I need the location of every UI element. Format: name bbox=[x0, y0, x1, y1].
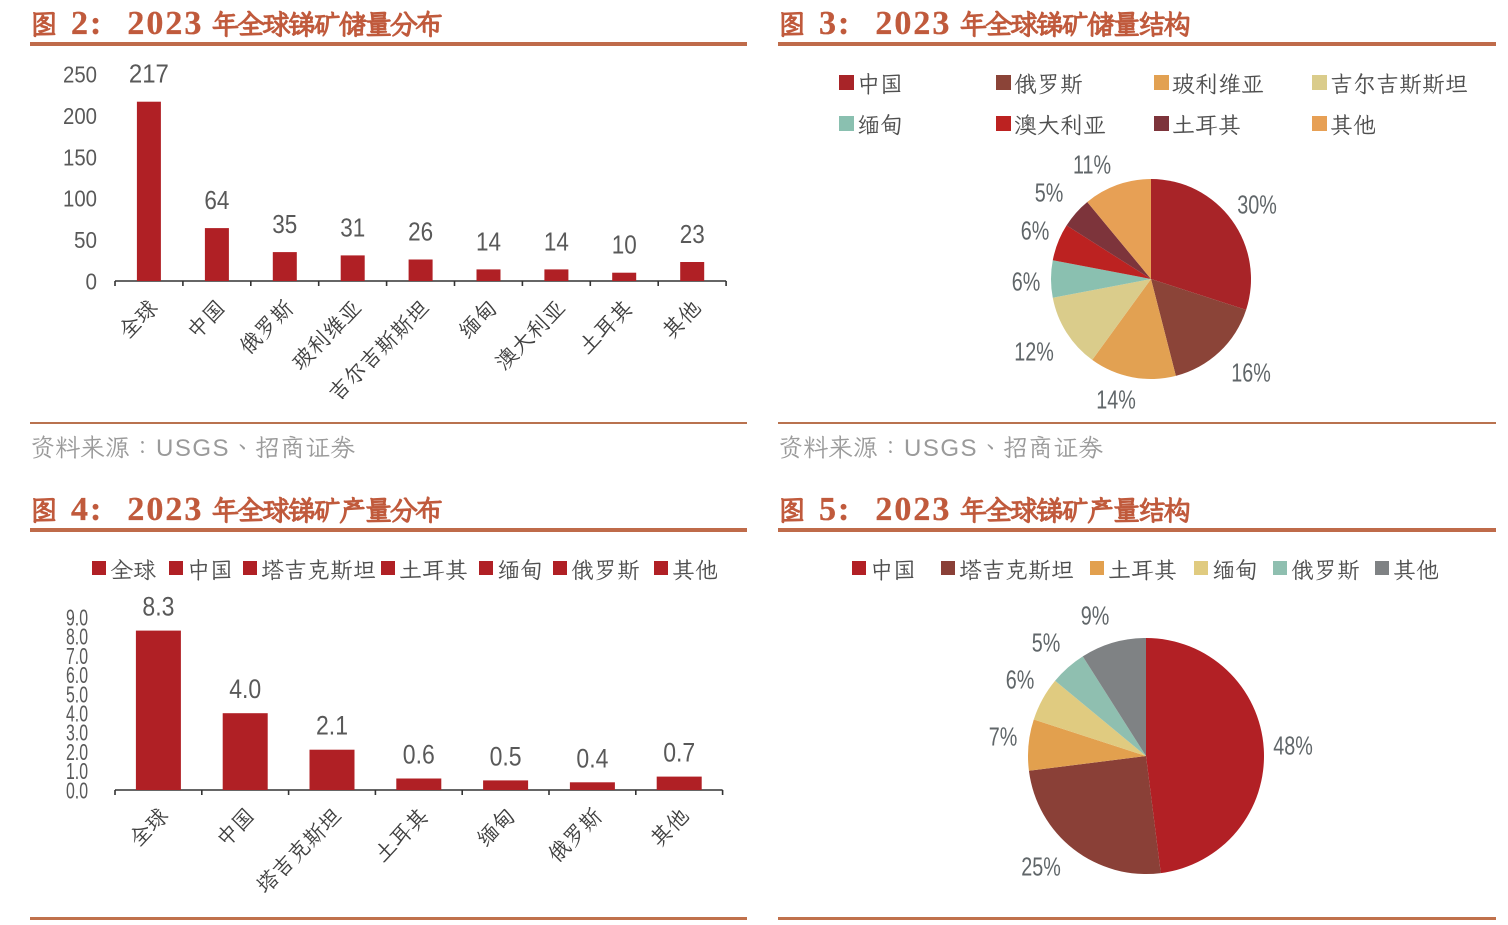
svg-text:2.0: 2.0 bbox=[66, 739, 88, 765]
svg-text:5.0: 5.0 bbox=[66, 681, 88, 707]
svg-text:26: 26 bbox=[408, 217, 433, 247]
svg-text:4.0: 4.0 bbox=[66, 701, 88, 727]
svg-text:0.0: 0.0 bbox=[66, 777, 88, 803]
svg-text:土耳其: 土耳其 bbox=[368, 801, 435, 868]
svg-text:1.0: 1.0 bbox=[66, 758, 88, 784]
svg-text:14: 14 bbox=[544, 226, 569, 256]
svg-text:150: 150 bbox=[63, 144, 97, 170]
svg-text:200: 200 bbox=[63, 103, 97, 129]
svg-text:全球: 全球 bbox=[123, 801, 175, 853]
svg-text:俄罗斯: 俄罗斯 bbox=[541, 801, 608, 868]
svg-text:澳大利亚: 澳大利亚 bbox=[489, 293, 572, 376]
svg-text:8.0: 8.0 bbox=[66, 624, 88, 650]
svg-text:217: 217 bbox=[129, 59, 169, 89]
svg-text:31: 31 bbox=[340, 212, 365, 242]
svg-text:9.0: 9.0 bbox=[66, 605, 88, 631]
svg-text:0.7: 0.7 bbox=[663, 738, 695, 768]
svg-text:其他: 其他 bbox=[644, 801, 696, 853]
svg-text:2.1: 2.1 bbox=[316, 711, 348, 741]
svg-text:50: 50 bbox=[74, 227, 97, 253]
svg-text:土耳其: 土耳其 bbox=[572, 293, 639, 360]
svg-text:23: 23 bbox=[680, 219, 705, 249]
svg-text:全球: 全球 bbox=[112, 293, 164, 345]
svg-text:4.0: 4.0 bbox=[229, 674, 261, 704]
svg-text:0.6: 0.6 bbox=[403, 740, 435, 770]
svg-text:0.4: 0.4 bbox=[576, 743, 608, 773]
svg-text:64: 64 bbox=[204, 185, 229, 215]
svg-text:250: 250 bbox=[63, 62, 97, 88]
svg-text:35: 35 bbox=[272, 209, 297, 239]
svg-text:14: 14 bbox=[476, 226, 501, 256]
svg-text:8.3: 8.3 bbox=[142, 595, 174, 622]
svg-text:0.5: 0.5 bbox=[490, 741, 522, 771]
svg-text:缅甸: 缅甸 bbox=[470, 801, 522, 853]
svg-text:3.0: 3.0 bbox=[66, 720, 88, 746]
svg-text:100: 100 bbox=[63, 186, 97, 212]
svg-text:其他: 其他 bbox=[656, 293, 708, 345]
svg-text:缅甸: 缅甸 bbox=[452, 293, 504, 345]
svg-text:7.0: 7.0 bbox=[66, 643, 88, 669]
svg-text:6.0: 6.0 bbox=[66, 662, 88, 688]
svg-text:塔吉克斯坦: 塔吉克斯坦 bbox=[250, 801, 348, 899]
svg-text:0: 0 bbox=[86, 268, 98, 294]
svg-text:中国: 中国 bbox=[210, 801, 262, 853]
svg-text:10: 10 bbox=[612, 230, 637, 260]
svg-text:中国: 中国 bbox=[180, 293, 232, 345]
